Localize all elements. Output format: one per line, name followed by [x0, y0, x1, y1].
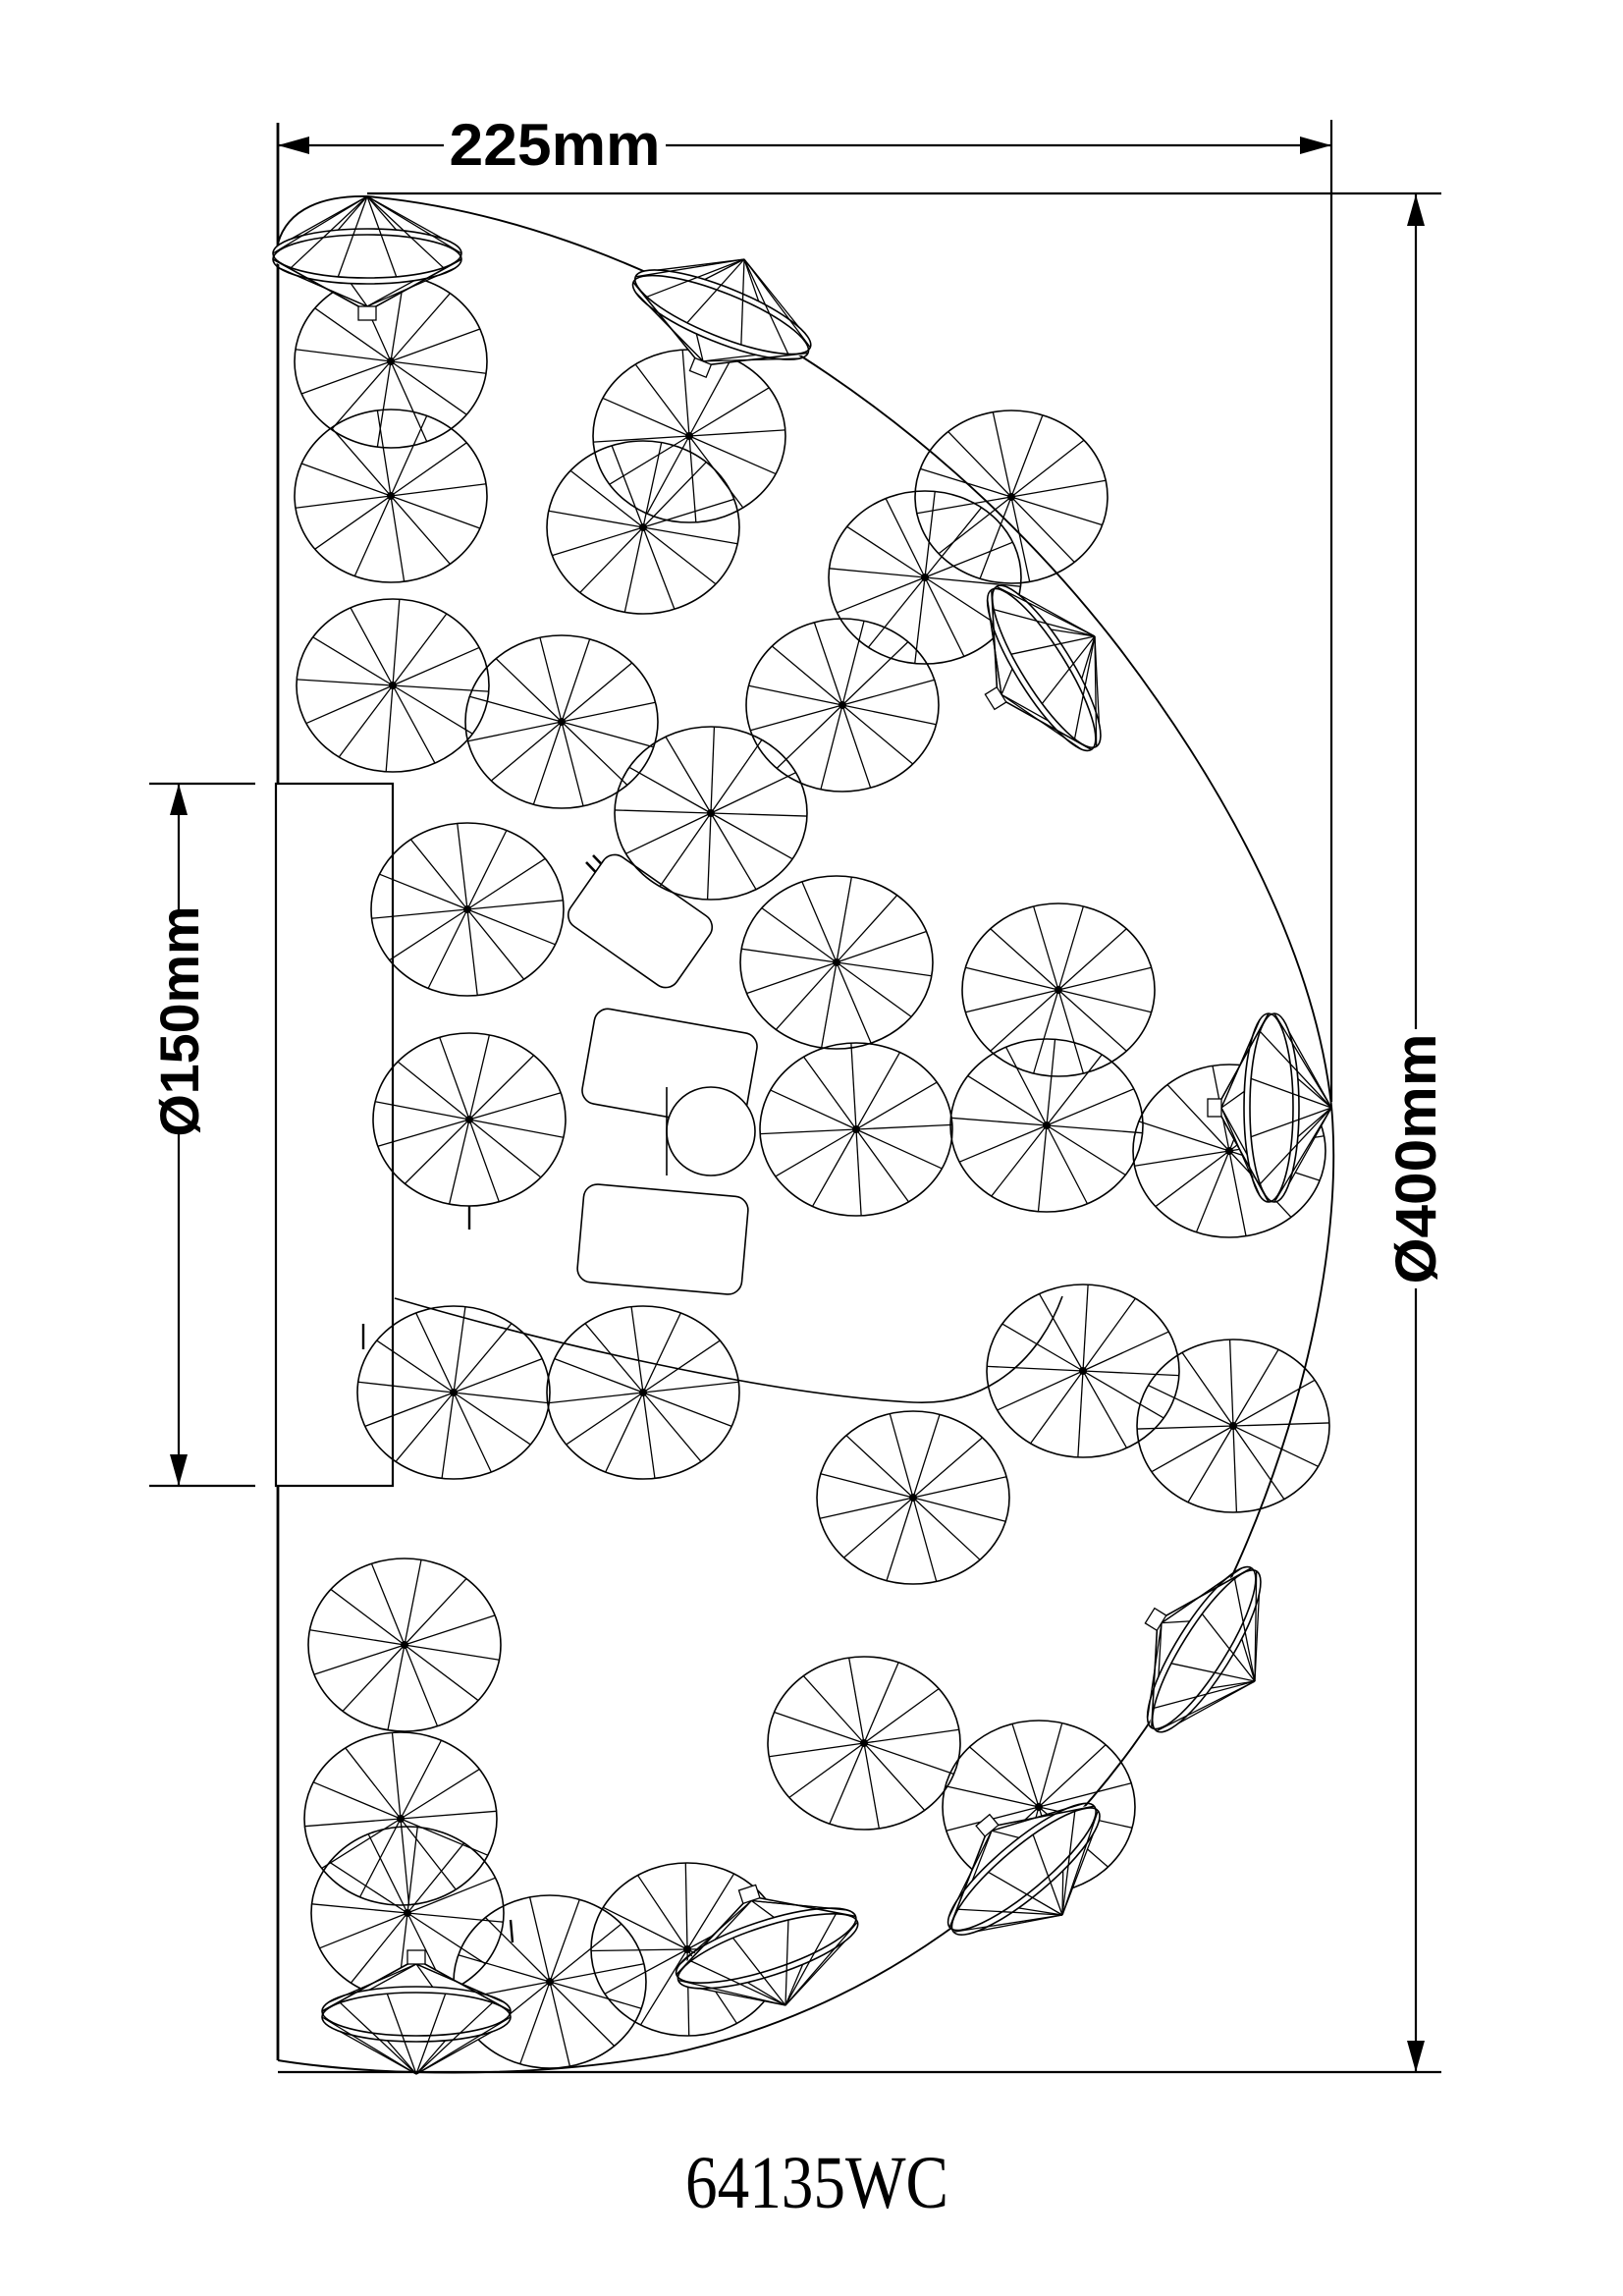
crystal-disc — [294, 409, 488, 583]
crystal-disc — [546, 1305, 740, 1480]
crystal-disc — [745, 618, 940, 793]
crystal-cone — [631, 258, 812, 379]
crystal-disc — [961, 902, 1156, 1077]
crystal-disc — [592, 349, 786, 523]
crystal-cone — [272, 195, 462, 321]
width-dimension-label: 225mm — [450, 112, 661, 178]
crystal-disc — [370, 822, 565, 997]
crystal-disc — [1136, 1339, 1330, 1513]
crystal-disc — [949, 1038, 1144, 1213]
crystal-disc — [759, 1042, 953, 1217]
diameter-dimension-label: Ø400mm — [1384, 1034, 1448, 1285]
crystal-disc — [914, 410, 1109, 584]
crystal-disc — [372, 1032, 567, 1207]
backplate-dimension-label: Ø150mm — [148, 906, 210, 1137]
crystal-disc — [614, 726, 808, 901]
crystal-disc — [296, 598, 490, 773]
crystal-disc — [453, 1894, 647, 2069]
crystal-disc — [828, 490, 1022, 665]
crystal-disc — [464, 634, 659, 809]
crystal-disc — [739, 875, 934, 1050]
crystal-disc — [546, 440, 740, 615]
crystal-disc — [294, 274, 488, 449]
crystal-disc — [307, 1558, 502, 1732]
crystal-cone — [675, 1884, 859, 2006]
crystal-cone — [1144, 1565, 1262, 1733]
crystal-disc — [816, 1410, 1010, 1585]
crystal-cone — [321, 1949, 512, 2075]
crystal-cone — [947, 1802, 1101, 1936]
crystal-disc — [986, 1284, 1180, 1458]
crystal-disc — [767, 1656, 961, 1831]
crystal-disc — [356, 1305, 551, 1480]
crystal-cone — [984, 584, 1102, 752]
crystal-cone — [1207, 1012, 1332, 1203]
crystal-disc — [303, 1731, 498, 1906]
product-code: 64135WC — [685, 2142, 948, 2224]
